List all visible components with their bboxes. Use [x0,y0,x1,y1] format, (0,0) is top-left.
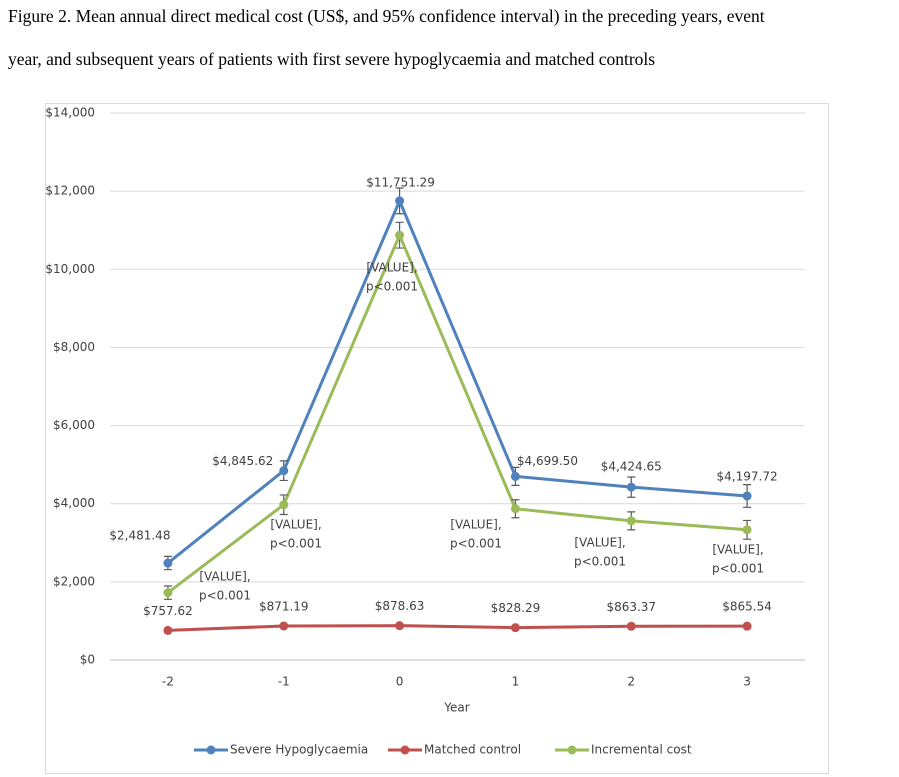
x-tick-label: 2 [627,675,635,689]
y-tick-label: $12,000 [45,184,95,198]
legend-swatch [400,745,410,755]
legend-swatch [206,745,216,755]
series-line [167,231,748,594]
annotation: [VALUE], [366,261,417,275]
y-tick-label: $2,000 [53,574,95,588]
data-point [279,621,289,631]
data-point [742,491,752,501]
y-tick-label: $14,000 [45,106,95,120]
data-point [742,621,752,631]
data-label: $11,751.29 [366,175,435,189]
series-line [167,624,748,632]
annotation: p<0.001 [712,562,764,576]
data-point [510,504,520,514]
data-point [626,516,636,526]
x-tick-label: 3 [743,675,751,689]
data-label: $865.54 [722,600,772,614]
annotation: p<0.001 [574,555,626,569]
data-label: $757.62 [143,604,193,618]
x-axis-label: Year [443,701,469,715]
data-point [510,623,520,633]
x-tick-label: 0 [396,675,404,689]
chart-frame [45,103,829,774]
data-point [742,525,752,535]
y-tick-label: $6,000 [53,418,95,432]
data-point [279,500,289,510]
annotation: [VALUE], [574,536,625,550]
data-point [395,196,405,206]
data-label: $4,424.65 [601,460,662,474]
y-tick-label: $0 [80,653,95,667]
data-point [163,625,173,635]
data-point [163,558,173,568]
annotation: [VALUE], [712,543,763,557]
data-label: $2,481.48 [109,529,170,543]
annotation: [VALUE], [450,518,501,532]
annotation: p<0.001 [450,537,502,551]
y-tick-label: $8,000 [53,340,95,354]
chart-title: Figure 2. Mean annual direct medical cos… [8,6,765,26]
series-line [166,197,748,565]
y-tick-label: $4,000 [53,496,95,510]
data-point [163,588,173,598]
data-point [626,482,636,492]
data-label: $828.29 [491,601,541,615]
data-label: $863.37 [606,600,656,614]
annotation: p<0.001 [199,589,251,603]
data-point [395,621,405,631]
legend-label: Severe Hypoglycaemia [230,743,368,757]
data-label: $871.19 [259,599,309,613]
x-tick-label: 1 [512,675,520,689]
data-point [395,230,405,240]
annotation: [VALUE], [199,570,250,584]
annotation: [VALUE], [270,518,321,532]
legend-label: Matched control [424,743,521,757]
data-label: $4,845.62 [212,454,273,468]
data-label: $4,197.72 [717,469,778,483]
chart-title: year, and subsequent years of patients w… [8,49,656,69]
legend-label: Incremental cost [591,743,692,757]
data-point [626,621,636,631]
annotation: p<0.001 [366,280,418,294]
legend-swatch [567,745,577,755]
data-point [279,466,289,476]
data-label: $4,699.50 [517,454,578,468]
annotation: p<0.001 [270,537,322,551]
x-tick-label: -2 [162,675,174,689]
x-tick-label: -1 [278,675,290,689]
data-label: $878.63 [375,599,425,613]
data-point [510,471,520,481]
y-tick-label: $10,000 [45,262,95,276]
